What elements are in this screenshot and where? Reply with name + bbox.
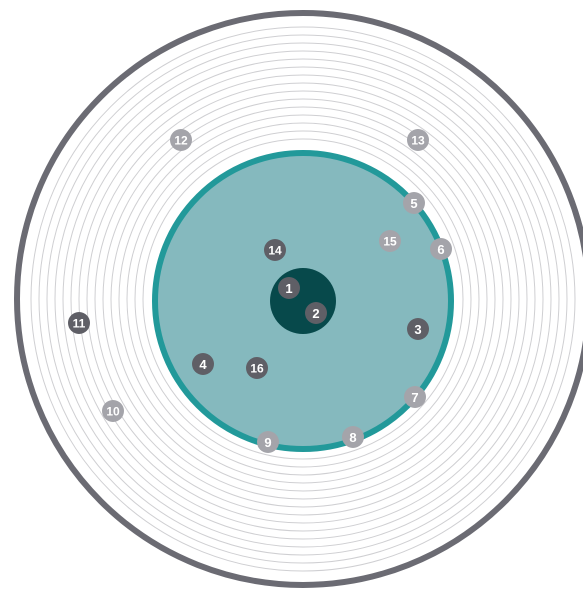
marker-label: 13 [411,134,425,148]
marker-5: 5 [403,192,425,214]
groove-ring [110,106,496,492]
marker-16: 16 [246,357,268,379]
marker-label: 15 [383,235,397,249]
marker-badge [407,129,429,151]
marker-12: 12 [170,129,192,151]
marker-1: 1 [278,277,300,299]
marker-14: 14 [264,239,286,261]
marker-badge [170,129,192,151]
marker-label: 3 [414,322,421,337]
marker-badge [305,302,327,324]
groove-ring [78,74,528,524]
groove-ring [142,138,464,460]
groove-ring [86,82,520,516]
marker-3: 3 [407,318,429,340]
marker-badge [102,400,124,422]
groove-ring [54,50,552,548]
marker-label: 8 [349,430,356,445]
marker-label: 14 [268,244,282,258]
marker-label: 4 [199,357,207,372]
groove-ring [126,122,480,476]
groove-ring [118,114,488,484]
marker-9: 9 [257,431,279,453]
marker-11: 11 [68,312,90,334]
marker-label: 5 [410,196,417,211]
marker-label: 6 [437,242,444,257]
marker-badge [257,431,279,453]
groove-ring [38,34,568,564]
outer-rim [14,10,583,588]
marker-badge [430,238,452,260]
marker-label: 2 [312,306,319,321]
marker-badge [68,312,90,334]
marker-badge [264,239,286,261]
groove-ring [62,58,544,540]
marker-label: 1 [285,281,292,296]
groove-ring [134,130,472,468]
marker-badge [246,357,268,379]
marker-7: 7 [404,386,426,408]
groove-ring [102,98,504,500]
groove-ring [70,66,536,532]
marker-badge [407,318,429,340]
groove-ring [30,26,576,572]
marker-badge [192,353,214,375]
marker-8: 8 [342,426,364,448]
marker-6: 6 [430,238,452,260]
marker-2: 2 [305,302,327,324]
marker-label: 16 [250,362,264,376]
marker-badge [403,192,425,214]
marker-13: 13 [407,129,429,151]
groove-rings [30,26,576,572]
marker-label: 10 [106,405,120,419]
marker-label: 11 [73,317,86,331]
marker-10: 10 [102,400,124,422]
groove-ring [46,42,560,556]
marker-label: 9 [264,435,271,450]
groove-ring [94,90,512,508]
center-hub [270,268,336,334]
marker-badge [379,230,401,252]
marker-label: 12 [174,134,188,148]
marker-badge [342,426,364,448]
marker-15: 15 [379,230,401,252]
marker-4: 4 [192,353,214,375]
marker-badge [278,277,300,299]
marker-badge [404,386,426,408]
marker-label: 7 [411,390,418,405]
